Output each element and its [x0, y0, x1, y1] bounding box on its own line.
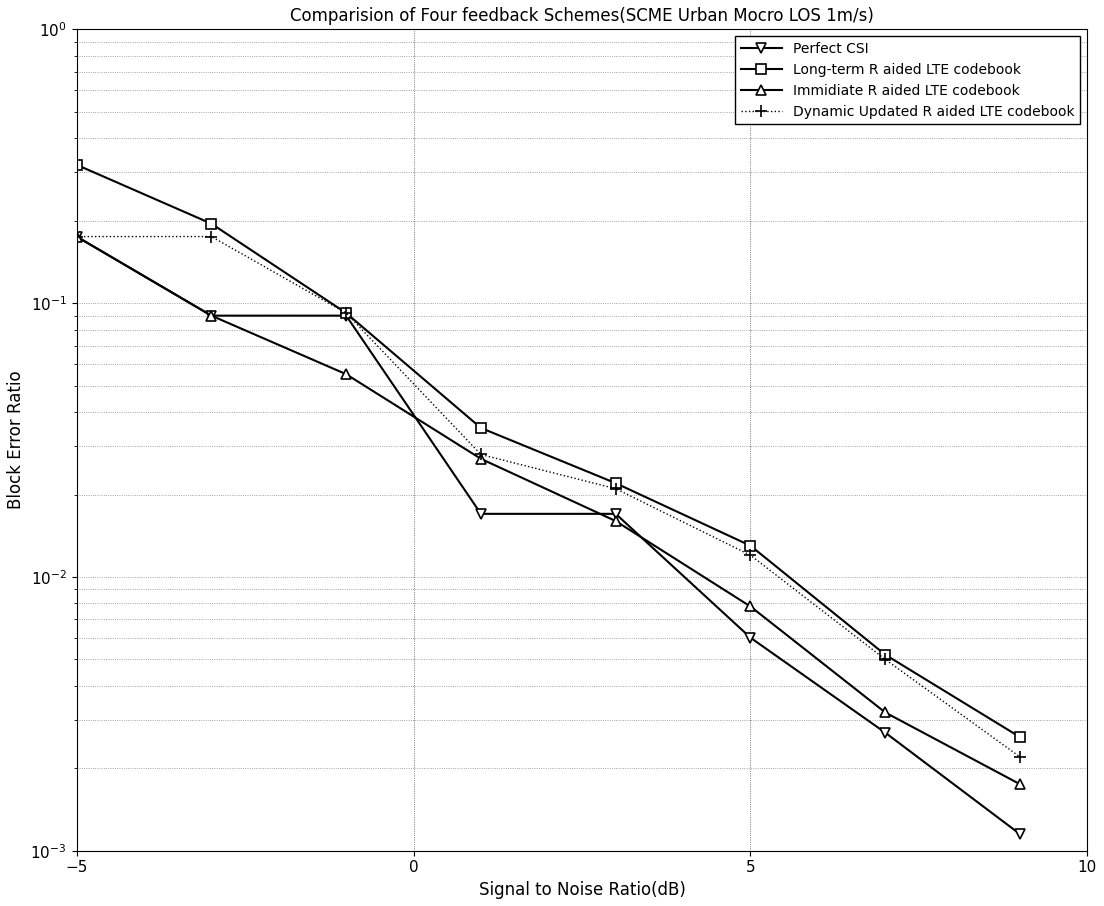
- Immidiate R aided LTE codebook: [744, 601, 757, 612]
- Line: Immidiate R aided LTE codebook: Immidiate R aided LTE codebook: [72, 232, 1025, 789]
- Long-term R aided LTE codebook: [475, 422, 488, 433]
- Y-axis label: Block Error Ratio: Block Error Ratio: [7, 371, 25, 509]
- Dynamic Updated R aided LTE codebook: [204, 231, 217, 242]
- Line: Dynamic Updated R aided LTE codebook: Dynamic Updated R aided LTE codebook: [71, 230, 1027, 763]
- Perfect CSI: [204, 310, 217, 321]
- Perfect CSI: [744, 632, 757, 643]
- Perfect CSI: [1013, 829, 1027, 840]
- Perfect CSI: [609, 508, 623, 519]
- X-axis label: Signal to Noise Ratio(dB): Signal to Noise Ratio(dB): [478, 881, 686, 899]
- Immidiate R aided LTE codebook: [70, 231, 83, 242]
- Dynamic Updated R aided LTE codebook: [744, 550, 757, 561]
- Line: Perfect CSI: Perfect CSI: [72, 232, 1025, 839]
- Perfect CSI: [70, 231, 83, 242]
- Immidiate R aided LTE codebook: [879, 707, 892, 718]
- Dynamic Updated R aided LTE codebook: [475, 449, 488, 460]
- Immidiate R aided LTE codebook: [475, 453, 488, 464]
- Long-term R aided LTE codebook: [204, 218, 217, 229]
- Legend: Perfect CSI, Long-term R aided LTE codebook, Immidiate R aided LTE codebook, Dyn: Perfect CSI, Long-term R aided LTE codeb…: [735, 36, 1081, 124]
- Long-term R aided LTE codebook: [879, 650, 892, 660]
- Perfect CSI: [879, 728, 892, 738]
- Immidiate R aided LTE codebook: [1013, 779, 1027, 790]
- Title: Comparision of Four feedback Schemes(SCME Urban Mocro LOS 1m/s): Comparision of Four feedback Schemes(SCM…: [290, 7, 874, 25]
- Long-term R aided LTE codebook: [340, 308, 353, 319]
- Dynamic Updated R aided LTE codebook: [609, 483, 623, 494]
- Long-term R aided LTE codebook: [609, 477, 623, 488]
- Immidiate R aided LTE codebook: [609, 516, 623, 526]
- Perfect CSI: [340, 310, 353, 321]
- Long-term R aided LTE codebook: [70, 159, 83, 170]
- Immidiate R aided LTE codebook: [340, 369, 353, 380]
- Dynamic Updated R aided LTE codebook: [70, 231, 83, 242]
- Dynamic Updated R aided LTE codebook: [879, 654, 892, 665]
- Dynamic Updated R aided LTE codebook: [340, 308, 353, 319]
- Perfect CSI: [475, 508, 488, 519]
- Line: Long-term R aided LTE codebook: Long-term R aided LTE codebook: [72, 160, 1025, 742]
- Long-term R aided LTE codebook: [744, 540, 757, 551]
- Immidiate R aided LTE codebook: [204, 310, 217, 321]
- Long-term R aided LTE codebook: [1013, 732, 1027, 743]
- Dynamic Updated R aided LTE codebook: [1013, 752, 1027, 763]
